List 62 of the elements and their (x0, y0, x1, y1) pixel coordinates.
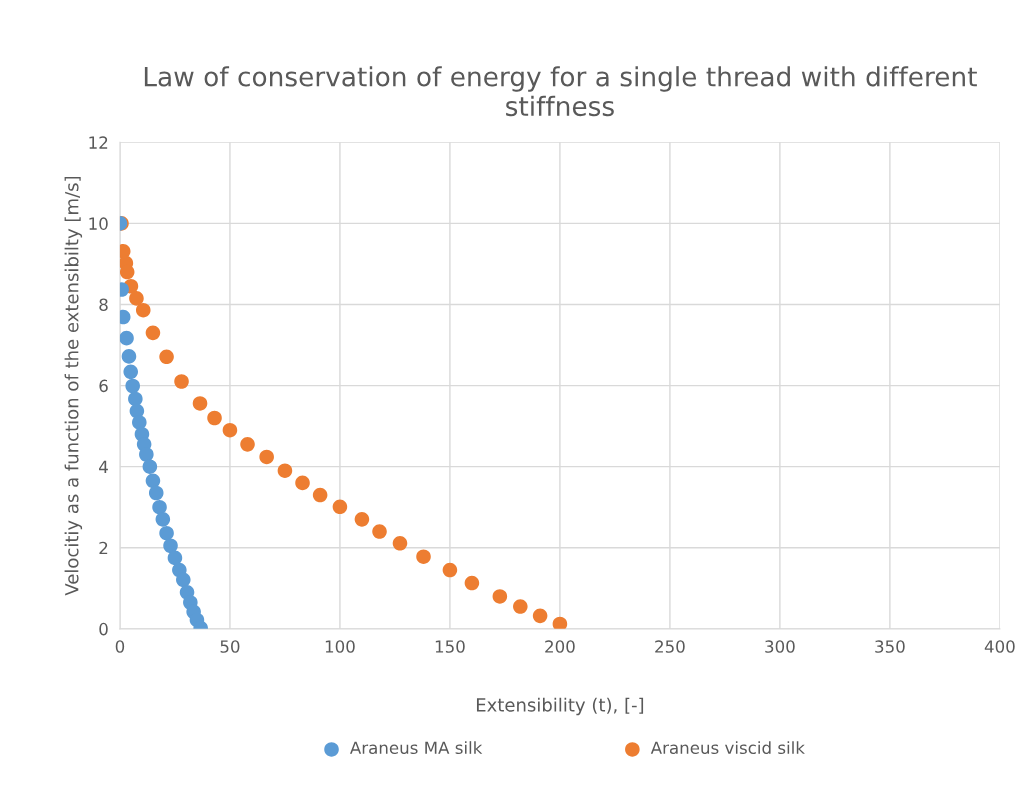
y-tick-label: 4 (99, 460, 108, 473)
point (148, 485, 164, 501)
x-tick-label: 0 (115, 640, 125, 653)
point (513, 599, 528, 614)
point (332, 499, 348, 515)
legend-label: Araneus MA silk (349, 741, 483, 755)
point (145, 473, 161, 489)
point (416, 549, 431, 564)
point (128, 391, 143, 407)
x-tick-label: 350 (875, 640, 905, 653)
x-axis-title: Extensibility (t), [-] (476, 697, 644, 716)
x-tick-label: 200 (545, 640, 575, 653)
point (139, 447, 154, 462)
point (132, 415, 147, 430)
point (192, 396, 208, 411)
legend-label: Araneus viscid silk (650, 741, 805, 755)
point (155, 512, 171, 527)
point (152, 499, 167, 515)
point (142, 459, 158, 474)
point (354, 512, 370, 527)
y-tick-label: 6 (99, 379, 108, 393)
y-tick-label: 12 (89, 136, 108, 149)
point (167, 550, 183, 566)
x-tick-label: 250 (655, 640, 685, 653)
point (295, 475, 310, 491)
y-tick-label: 10 (89, 217, 108, 230)
x-tick-label: 400 (984, 640, 1015, 653)
point (492, 589, 508, 604)
point (312, 487, 328, 503)
x-tick-label: 300 (765, 640, 795, 653)
point (464, 575, 480, 591)
point (442, 562, 458, 578)
x-tick-label: 150 (435, 640, 465, 653)
y-axis-title: Velocitiy as a function of the extensibilty [m/s] (64, 176, 83, 596)
y-tick-label: 8 (99, 298, 108, 312)
point (176, 572, 191, 588)
point (159, 525, 174, 541)
point (240, 437, 255, 452)
y-tick-label: 2 (99, 541, 108, 555)
chart-title: Law of conservation of energy for a single thread with different stiffness (144, 66, 977, 117)
point (207, 410, 222, 426)
x-tick-label: 50 (220, 640, 240, 653)
point (119, 330, 134, 346)
point (552, 616, 568, 629)
point (129, 291, 144, 306)
point (119, 264, 135, 280)
point (163, 538, 178, 554)
point (222, 422, 238, 438)
point (145, 325, 161, 341)
y-tick-label: 0 (99, 622, 108, 636)
point (135, 302, 151, 318)
point (392, 536, 408, 551)
point (259, 449, 274, 465)
point (372, 524, 387, 539)
x-tick-label: 100 (325, 640, 355, 653)
point (174, 374, 189, 389)
point (532, 608, 548, 624)
point (159, 349, 174, 365)
point (121, 349, 137, 364)
point (125, 378, 140, 394)
point (277, 463, 293, 478)
point (123, 364, 139, 380)
